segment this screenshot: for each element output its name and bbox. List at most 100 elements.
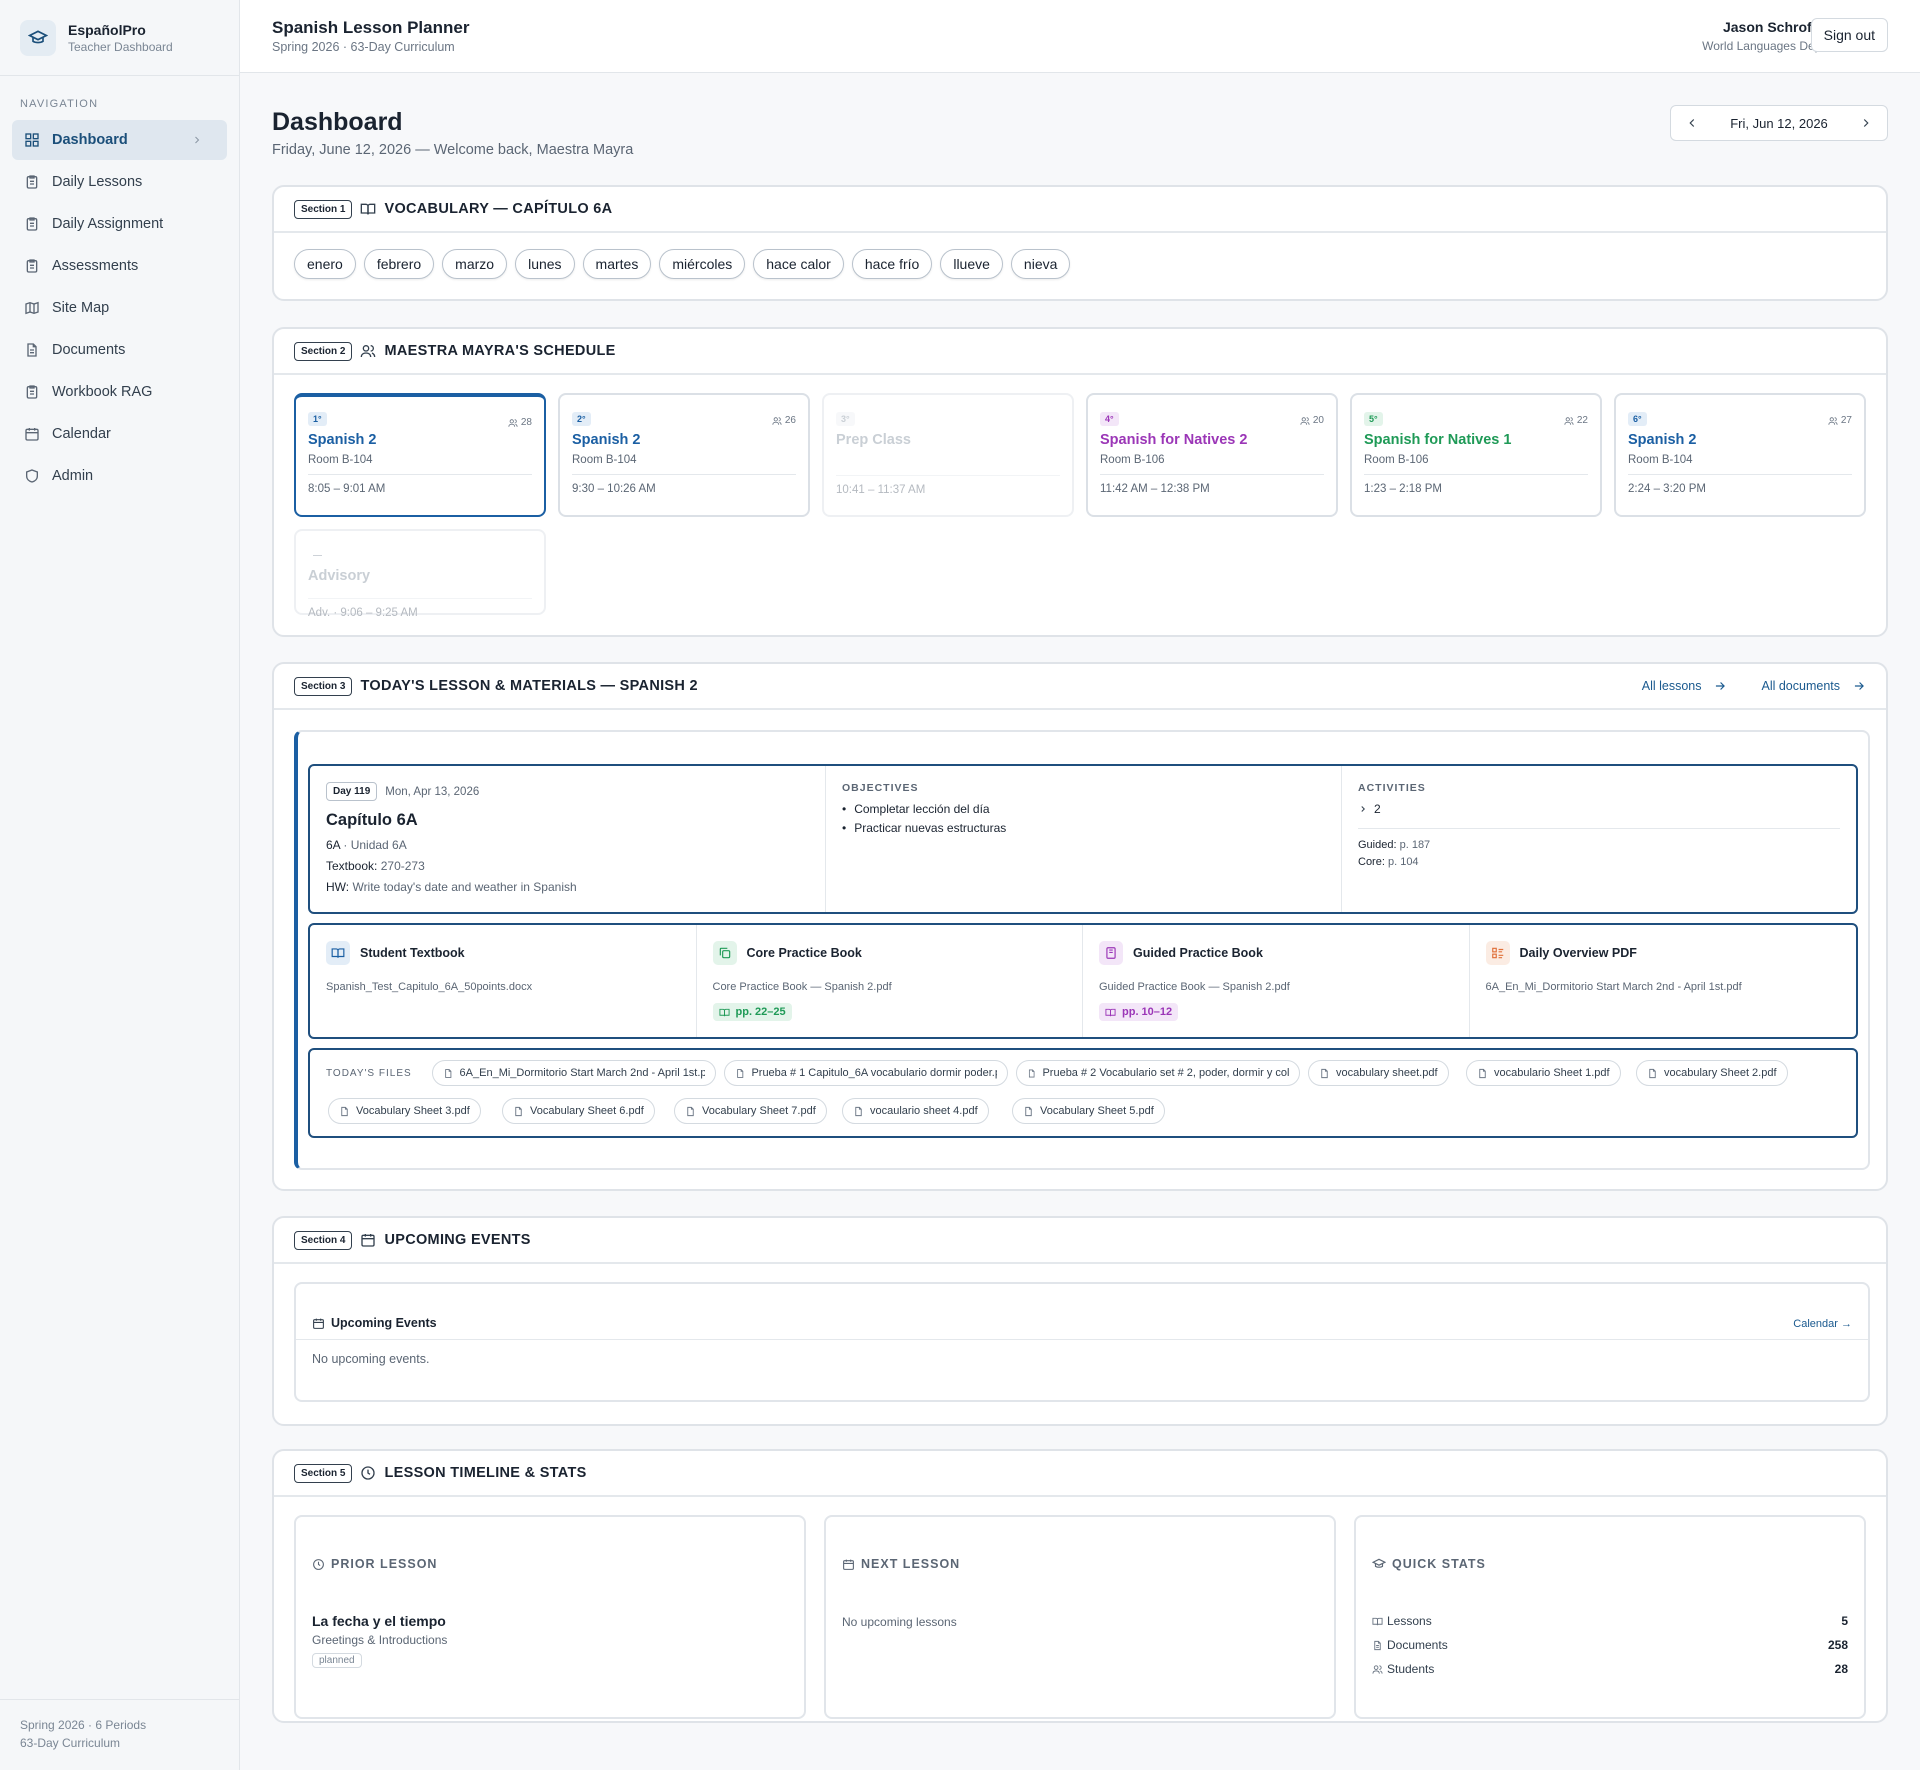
app-subtitle: Teacher Dashboard xyxy=(68,39,173,54)
vocab-chip[interactable]: martes xyxy=(582,249,652,279)
chevron-right-icon[interactable] xyxy=(1859,116,1873,130)
period-card[interactable]: 4° 20 Spanish for Natives 2 Room B-106 11:42… xyxy=(1086,393,1338,517)
activities-toggle[interactable]: 2 xyxy=(1358,802,1840,829)
vocab-chip[interactable]: miércoles xyxy=(659,249,746,279)
file-chip[interactable]: vocabulario Sheet 1.pdf xyxy=(1466,1060,1621,1086)
file-name: 6A_En_Mi_Dormitorio Start March 2nd - Ap… xyxy=(459,1067,705,1079)
all-documents-link[interactable]: All documents xyxy=(1761,679,1866,693)
file-name: Prueba # 1 Capitulo_6A vocabulario dormi… xyxy=(751,1067,997,1079)
objective-text: Practicar nuevas estructuras xyxy=(854,821,1007,835)
hw-text: Write today's date and weather in Spanis… xyxy=(352,880,577,894)
sidebar-item-daily-assignment[interactable]: Daily Assignment xyxy=(12,204,227,244)
quick-stats-header: QUICK STATS xyxy=(1372,1557,1486,1571)
file-chip[interactable]: 6A_En_Mi_Dormitorio Start March 2nd - Ap… xyxy=(432,1060,716,1086)
sidebar-item-documents[interactable]: Documents xyxy=(12,330,227,370)
guided-label: Guided: xyxy=(1358,839,1397,851)
date-navigator: Fri, Jun 12, 2026 xyxy=(1670,105,1888,141)
prior-lesson-header: PRIOR LESSON xyxy=(312,1557,437,1571)
period-badge: 1° xyxy=(308,412,327,426)
sidebar-item-site-map[interactable]: Site Map xyxy=(12,288,227,328)
sign-out-button[interactable]: Sign out xyxy=(1810,18,1888,52)
objectives-list: • Completar lección del día • Practicar nue… xyxy=(842,802,1325,835)
file-chip[interactable]: Vocabulary Sheet 7.pdf xyxy=(674,1098,827,1124)
all-lessons-link[interactable]: All lessons xyxy=(1642,679,1728,693)
vocab-chip[interactable]: llueve xyxy=(940,249,1003,279)
core-label: Core: xyxy=(1358,856,1385,868)
period-card[interactable]: 2° 26 Spanish 2 Room B-104 9:30 – 10:26 AM xyxy=(558,393,810,517)
file-chip[interactable]: vocaulario sheet 4.pdf xyxy=(842,1098,989,1124)
calendar-link[interactable]: Calendar → xyxy=(1793,1318,1852,1330)
map-icon xyxy=(24,300,52,316)
material-card[interactable]: Guided Practice Book Guided Practice Book… xyxy=(1083,925,1470,1037)
period-badge: 4° xyxy=(1100,412,1119,426)
sidebar-item-calendar[interactable]: Calendar xyxy=(12,414,227,454)
calendar-icon xyxy=(360,1232,376,1248)
prior-lesson-title: La fecha y el tiempo xyxy=(312,1613,446,1629)
period-card[interactable]: 5° 22 Spanish for Natives 1 Room B-106 1:23 … xyxy=(1350,393,1602,517)
period-card[interactable]: — Advisory Adv. · 9:06 – 9:25 AM xyxy=(294,529,546,619)
stat-row: Students 28 xyxy=(1372,1657,1848,1681)
student-count: 26 xyxy=(772,415,796,426)
vocab-chip[interactable]: hace frío xyxy=(851,249,933,279)
grid-icon xyxy=(24,132,52,148)
period-badge: 5° xyxy=(1364,412,1383,426)
sidebar-item-label: Daily Lessons xyxy=(52,174,143,190)
users-icon xyxy=(360,343,376,359)
textbook-label: Textbook: xyxy=(326,859,378,873)
vocab-chip[interactable]: enero xyxy=(294,249,356,279)
file-chip[interactable]: Vocabulary Sheet 5.pdf xyxy=(1012,1098,1165,1124)
student-count: 27 xyxy=(1828,415,1852,426)
sidebar-item-workbook-rag[interactable]: Workbook RAG xyxy=(12,372,227,412)
guided-page: p. 187 xyxy=(1399,839,1431,851)
file-chip[interactable]: Prueba # 2 Vocabulario set # 2, poder, d… xyxy=(1016,1060,1300,1086)
period-room: Room B-104 xyxy=(1628,454,1852,475)
sidebar-item-dashboard[interactable]: Dashboard xyxy=(12,120,227,160)
vocab-chip[interactable]: febrero xyxy=(363,249,435,279)
section-title: MAESTRA MAYRA'S SCHEDULE xyxy=(384,343,616,359)
period-room xyxy=(308,590,532,599)
notebook-icon xyxy=(1099,941,1123,965)
sidebar-item-assessments[interactable]: Assessments xyxy=(12,246,227,286)
vocab-chip[interactable]: marzo xyxy=(442,249,508,279)
period-room: Room B-106 xyxy=(1364,454,1588,475)
period-badge: 2° xyxy=(572,412,591,426)
sidebar-item-daily-lessons[interactable]: Daily Lessons xyxy=(12,162,227,202)
period-badge: 3° xyxy=(836,412,855,426)
material-card[interactable]: Student Textbook Spanish_Test_Capitulo_6A… xyxy=(310,925,697,1037)
file-chip[interactable]: Vocabulary Sheet 6.pdf xyxy=(502,1098,655,1124)
file-chip[interactable]: vocabulary sheet.pdf xyxy=(1308,1060,1449,1086)
brand[interactable]: EspañolPro Teacher Dashboard xyxy=(0,0,239,76)
prior-lesson-card[interactable]: PRIOR LESSON La fecha y el tiempo Greeti… xyxy=(294,1515,806,1719)
stat-label: Documents xyxy=(1387,1638,1448,1652)
student-count: 20 xyxy=(1300,415,1324,426)
events-card-header: Upcoming Events xyxy=(312,1316,437,1330)
sidebar-item-admin[interactable]: Admin xyxy=(12,456,227,496)
lesson-card: Day 119 Mon, Apr 13, 2026 Capítulo 6A 6A… xyxy=(294,730,1870,1170)
hw-label: HW: xyxy=(326,880,350,894)
status-badge: planned xyxy=(312,1653,362,1668)
period-card[interactable]: 3° Prep Class 10:41 – 11:37 AM xyxy=(822,393,1074,517)
file-chip[interactable]: vocabulary Sheet 2.pdf xyxy=(1636,1060,1788,1086)
chevron-left-icon[interactable] xyxy=(1685,116,1699,130)
objectives-label: OBJECTIVES xyxy=(842,782,919,794)
section-badge: Section 4 xyxy=(294,1230,353,1250)
material-card[interactable]: Daily Overview PDF 6A_En_Mi_Dormitorio St… xyxy=(1470,925,1857,1037)
material-title: Student Textbook xyxy=(360,946,465,960)
sidebar-nav: Dashboard Daily Lessons Daily Assignment As… xyxy=(0,120,239,496)
page-title: Dashboard xyxy=(272,108,403,136)
pages-value: pp. 22–25 xyxy=(735,1006,786,1018)
vocab-chip[interactable]: nieva xyxy=(1010,249,1071,279)
material-card[interactable]: Core Practice Book Core Practice Book — S… xyxy=(697,925,1083,1037)
file-chip[interactable]: Vocabulary Sheet 3.pdf xyxy=(328,1098,481,1124)
file-chip[interactable]: Prueba # 1 Capitulo_6A vocabulario dormi… xyxy=(724,1060,1008,1086)
period-time: 9:30 – 10:26 AM xyxy=(572,483,656,495)
period-name: Spanish for Natives 2 xyxy=(1100,432,1248,448)
period-card[interactable]: 1° 28 Spanish 2 Room B-104 8:05 – 9:01 AM xyxy=(294,393,546,517)
next-lesson-empty: No upcoming lessons xyxy=(842,1615,957,1629)
top-header: Spanish Lesson Planner Spring 2026 · 63-… xyxy=(240,0,1920,73)
vocab-chip[interactable]: lunes xyxy=(515,249,575,279)
vocab-chip[interactable]: hace calor xyxy=(753,249,844,279)
period-card[interactable]: 6° 27 Spanish 2 Room B-104 2:24 – 3:20 PM xyxy=(1614,393,1866,517)
period-name: Spanish 2 xyxy=(308,432,377,448)
book-icon xyxy=(1372,1616,1383,1627)
